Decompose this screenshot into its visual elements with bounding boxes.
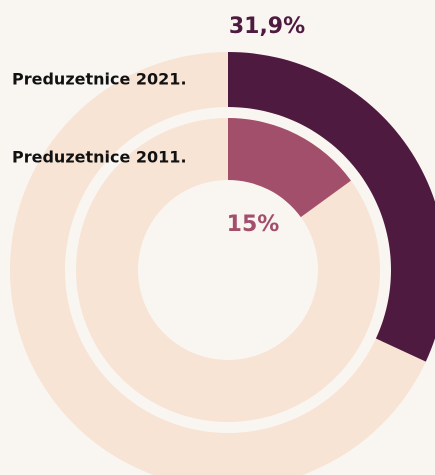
ring-segment — [228, 118, 351, 218]
series-label: Preduzetnice 2021. — [12, 70, 187, 89]
series-label: Preduzetnice 2011. — [12, 148, 187, 167]
ring-segment — [228, 52, 435, 362]
value-label: 31,9% — [229, 14, 305, 39]
value-label: 15% — [227, 212, 280, 237]
